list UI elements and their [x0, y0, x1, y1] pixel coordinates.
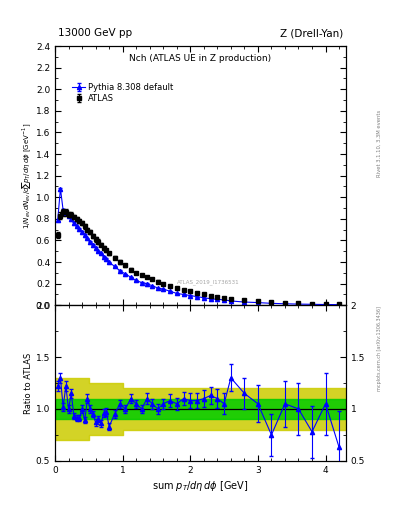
Legend: Pythia 8.308 default, ATLAS: Pythia 8.308 default, ATLAS [71, 81, 175, 104]
Text: Nch (ATLAS UE in Z production): Nch (ATLAS UE in Z production) [129, 54, 272, 63]
Y-axis label: $1/N_{ev}\,dN_{ev}/d\!\sum\! p_T/d\eta\,d\phi\;[\mathrm{GeV}^{-1}]$: $1/N_{ev}\,dN_{ev}/d\!\sum\! p_T/d\eta\,… [20, 122, 33, 229]
Text: ATLAS_2019_I1736531: ATLAS_2019_I1736531 [177, 279, 240, 285]
Y-axis label: Ratio to ATLAS: Ratio to ATLAS [24, 352, 33, 414]
Text: Rivet 3.1.10, 3.3M events: Rivet 3.1.10, 3.3M events [377, 110, 382, 177]
Text: 13000 GeV pp: 13000 GeV pp [58, 28, 132, 38]
X-axis label: sum $p_T/d\eta\,d\phi$ [GeV]: sum $p_T/d\eta\,d\phi$ [GeV] [152, 479, 249, 493]
Text: mcplots.cern.ch [arXiv:1306.3436]: mcplots.cern.ch [arXiv:1306.3436] [377, 306, 382, 391]
Text: Z (Drell-Yan): Z (Drell-Yan) [280, 28, 343, 38]
